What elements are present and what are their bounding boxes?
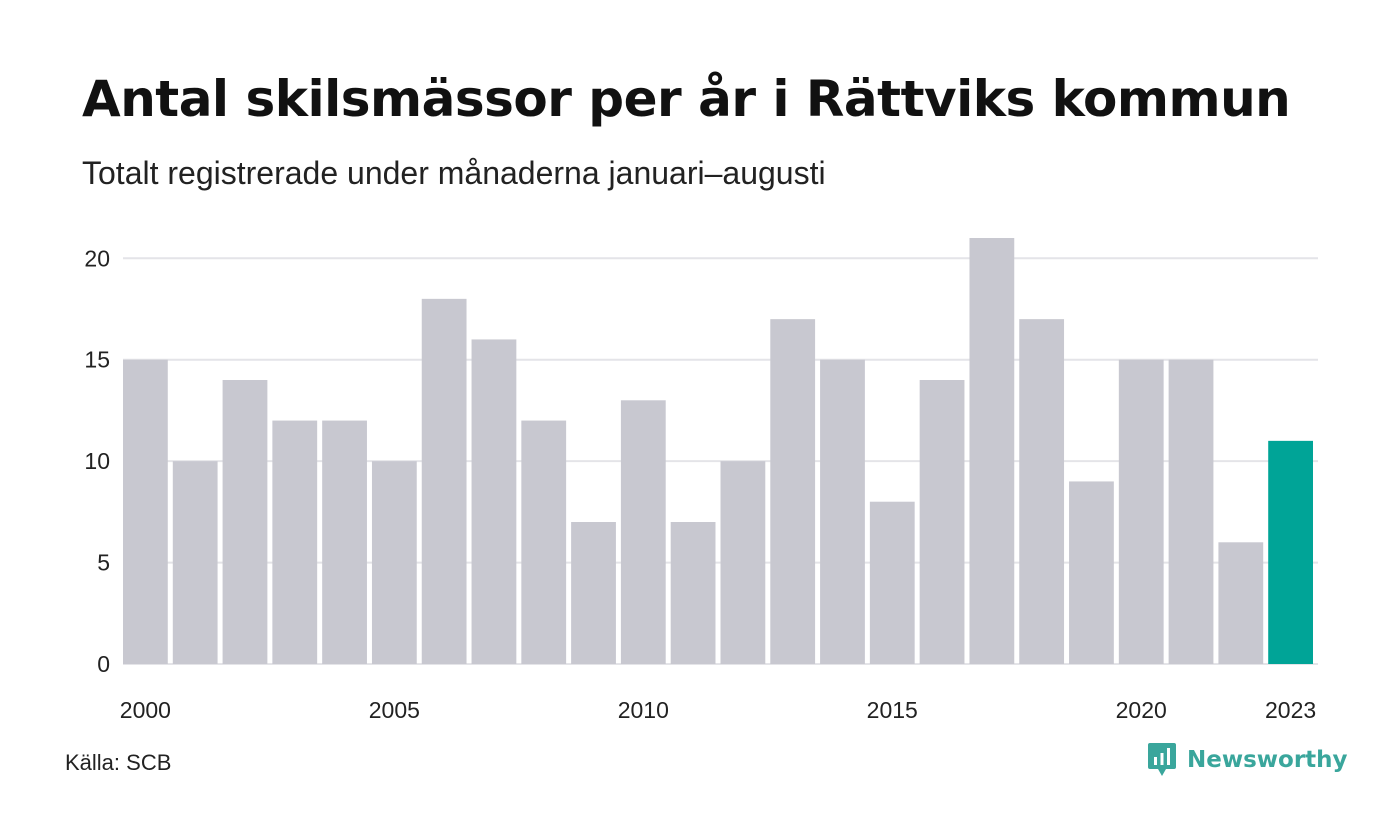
bar-2017 [969, 238, 1015, 664]
bar-2016 [919, 380, 965, 664]
bar-2008 [521, 420, 567, 664]
y-tick-label: 0 [97, 651, 110, 677]
bar-2009 [571, 522, 616, 664]
source-note: Källa: SCB [65, 750, 172, 775]
bar-2007 [471, 339, 517, 664]
bar-2020 [1118, 359, 1164, 664]
x-tick-label: 2010 [618, 697, 669, 723]
y-tick-label: 20 [84, 245, 110, 271]
bar-2014 [820, 359, 865, 664]
x-tick-label: 2020 [1116, 697, 1167, 723]
bar-2001 [172, 461, 218, 664]
bar-2010 [620, 400, 666, 664]
bar-2013 [770, 319, 816, 664]
x-tick-label: 2000 [120, 697, 171, 723]
bar-chart: 0 5 10 15 20 2000 2005 2010 2015 2020 2023 [84, 238, 1318, 723]
bar-2003 [272, 420, 318, 664]
bar-2011 [670, 522, 716, 664]
bar-2018 [1019, 319, 1065, 664]
bar-2000 [123, 359, 168, 664]
chart-title: Antal skilsmässor per år i Rättviks komm… [82, 70, 1291, 128]
bar-2021 [1168, 359, 1214, 664]
bar-2022 [1218, 542, 1264, 664]
x-tick-label: 2023 [1265, 697, 1316, 723]
bar-2015 [869, 501, 915, 664]
bar-2023 [1268, 440, 1313, 664]
brand-logo: Newsworthy [1147, 742, 1348, 778]
bar-2012 [720, 461, 766, 664]
chart-subtitle: Totalt registrerade under månaderna janu… [82, 155, 826, 191]
bar-2019 [1069, 481, 1114, 664]
x-tick-label: 2015 [867, 697, 918, 723]
bar-2005 [371, 461, 417, 664]
y-tick-label: 15 [84, 347, 110, 373]
bar-2004 [322, 420, 367, 664]
newsworthy-logo-icon [1148, 743, 1176, 776]
y-tick-label: 5 [97, 550, 110, 576]
x-tick-label: 2005 [369, 697, 420, 723]
brand-name: Newsworthy [1187, 747, 1348, 773]
bar-2006 [421, 298, 467, 664]
y-tick-label: 10 [84, 448, 110, 474]
bar-2002 [222, 380, 268, 664]
